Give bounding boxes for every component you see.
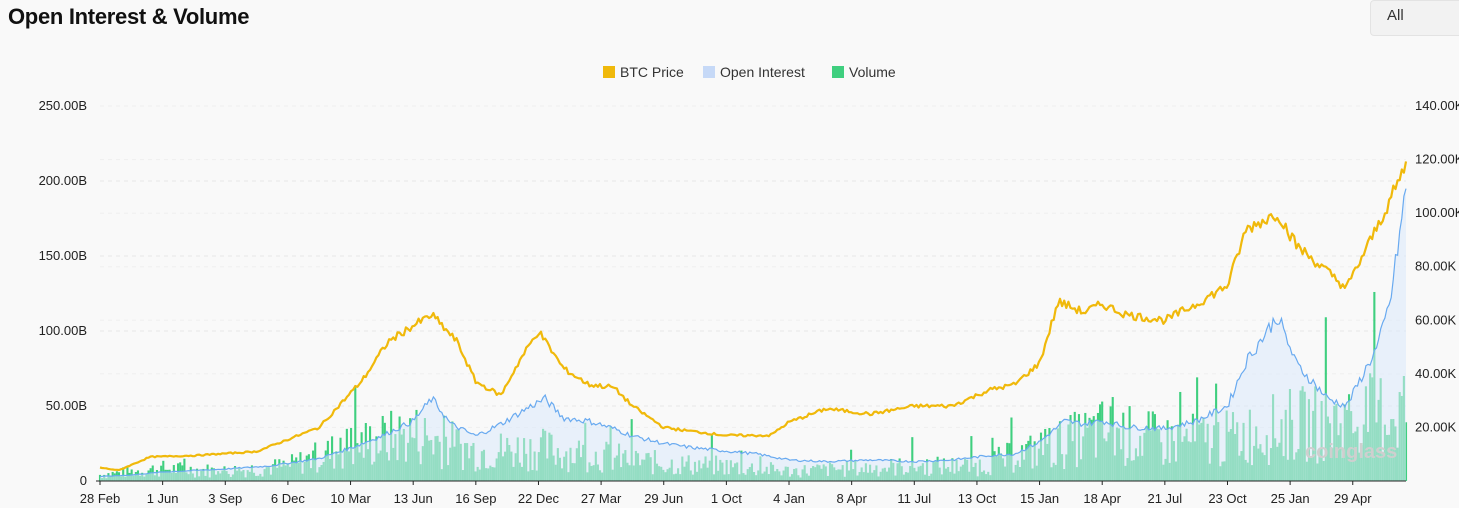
axes: 0 50.00B 100.00B 150.00B 200.00B 250.00B 20.00… (39, 98, 1459, 506)
volume-bar (162, 460, 165, 481)
volume-bar (354, 385, 357, 481)
x-tick-label: 15 Jan (1020, 491, 1059, 506)
y-left-tick-label: 0 (80, 473, 87, 488)
x-tick-label: 25 Jan (1271, 491, 1310, 506)
y-right-tick-label: 100.00K (1415, 205, 1459, 220)
x-tick-label: 11 Jul (897, 491, 931, 506)
x-tick-label: 28 Feb (80, 491, 120, 506)
open-interest-line (99, 188, 1407, 478)
watermark: coinglass (1305, 441, 1397, 463)
x-tick-label: 23 Oct (1208, 491, 1247, 506)
y-left-tick-label: 200.00B (39, 173, 87, 188)
x-tick-label: 8 Apr (836, 491, 867, 506)
legend-swatch (603, 66, 615, 78)
x-tick-label: 13 Jun (394, 491, 433, 506)
btc-price-line (99, 161, 1408, 472)
y-right-tick-label: 120.00K (1415, 152, 1459, 167)
x-tick-label: 18 Apr (1083, 491, 1121, 506)
x-tick-label: 6 Dec (271, 491, 305, 506)
legend-label: BTC Price (620, 64, 684, 80)
x-tick-label: 1 Oct (711, 491, 742, 506)
y-right-tick-label: 40.00K (1415, 366, 1457, 381)
volume-bar (911, 437, 914, 481)
grid-lines (100, 105, 1406, 428)
x-tick-label: 4 Jan (773, 491, 805, 506)
open-interest-area (100, 188, 1406, 481)
x-tick-label: 29 Jun (644, 491, 683, 506)
volume-bar (1010, 417, 1013, 481)
page-title: Open Interest & Volume (8, 4, 250, 29)
x-tick-label: 21 Jul (1147, 491, 1182, 506)
x-tick-label: 3 Sep (208, 491, 242, 506)
legend-label: Open Interest (720, 64, 805, 80)
x-tick-label: 16 Sep (455, 491, 496, 506)
legend-swatch (703, 66, 715, 78)
x-tick-label: 10 Mar (330, 491, 371, 506)
y-right-tick-label: 20.00K (1415, 419, 1457, 434)
y-right-tick-label: 80.00K (1415, 259, 1457, 274)
legend-label: Volume (849, 64, 896, 80)
x-tick-label: 27 Mar (581, 491, 622, 506)
y-right-tick-label: 140.00K (1415, 98, 1459, 113)
x-tick-label: 29 Apr (1334, 491, 1372, 506)
open-interest-series (99, 188, 1407, 481)
x-tick-label: 13 Oct (958, 491, 997, 506)
btc-price-series (99, 161, 1408, 472)
y-right-tick-label: 60.00K (1415, 312, 1457, 327)
range-select[interactable]: All (1370, 0, 1459, 36)
y-left-tick-label: 50.00B (46, 398, 87, 413)
x-tick-label: 22 Dec (518, 491, 560, 506)
y-left-tick-label: 250.00B (39, 98, 87, 113)
volume-bar (122, 467, 125, 481)
y-left-tick-label: 100.00B (39, 323, 87, 338)
volume-bar (126, 466, 129, 481)
y-left-tick-label: 150.00B (39, 248, 87, 263)
volume-bar (183, 458, 186, 481)
legend-swatch (832, 66, 844, 78)
x-tick-label: 1 Jun (147, 491, 179, 506)
legend: BTC Price Open Interest Volume (603, 64, 896, 80)
